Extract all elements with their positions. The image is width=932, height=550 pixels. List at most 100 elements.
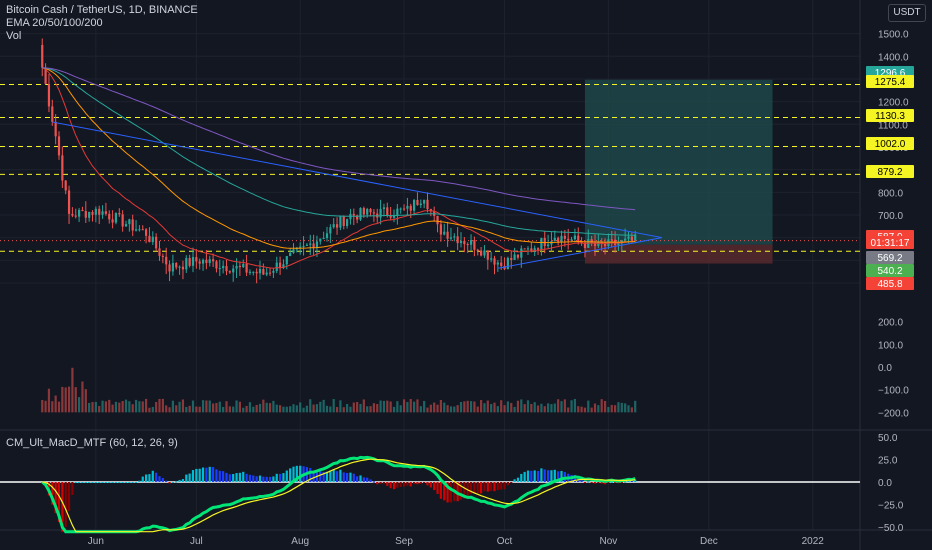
macd-histogram-bar [486, 482, 489, 492]
candle-body [332, 224, 335, 228]
volume-bar [563, 399, 566, 413]
volume-bar [614, 405, 617, 413]
candle-body [446, 231, 449, 239]
candle-body [516, 254, 520, 258]
candle-body [493, 258, 496, 265]
volume-bar [510, 402, 513, 413]
price-level-tag-label: 01:31:17 [871, 238, 910, 249]
candle-body [356, 215, 359, 220]
volume-bar [71, 367, 74, 413]
macd-histogram-bar [433, 482, 436, 491]
volume-bar [557, 399, 560, 413]
macd-histogram-bar [232, 474, 235, 482]
candle-body [339, 216, 342, 228]
volume-bar [292, 404, 295, 413]
candle-body [74, 215, 77, 217]
macd-histogram-bar [603, 482, 607, 485]
volume-bar [577, 406, 580, 413]
volume-bar [369, 406, 372, 413]
volume-bar [486, 400, 489, 413]
macd-histogram-bar [235, 473, 238, 482]
symbol-title[interactable]: Bitcoin Cash / TetherUS, 1D, BINANCE [6, 4, 198, 16]
volume-bar [526, 400, 530, 413]
candle-body [443, 231, 446, 235]
volume-bar [218, 401, 221, 413]
volume-bar [600, 399, 603, 413]
macd-histogram-bar [148, 474, 151, 482]
macd-histogram-bar [165, 480, 168, 482]
candle-body [98, 208, 101, 215]
vol-legend[interactable]: Vol [6, 30, 22, 42]
volume-bar [433, 402, 436, 413]
price-level-tag-label: 485.8 [877, 279, 902, 290]
candle-body [473, 240, 476, 250]
volume-bar [319, 401, 322, 413]
macd-histogram-bar [258, 475, 262, 482]
candle-body [41, 44, 44, 68]
macd-histogram-bar [78, 482, 81, 483]
macd-histogram-bar [557, 471, 560, 482]
time-tick-label: Dec [700, 536, 718, 547]
volume-bar [145, 398, 148, 413]
volume-bar [500, 400, 503, 413]
macd-histogram-bar [480, 482, 483, 494]
volume-bar [624, 403, 627, 413]
macd-legend[interactable]: CM_Ult_MacD_MTF (60, 12, 26, 9) [6, 437, 178, 449]
candle-body [171, 262, 174, 272]
macd-histogram-bar [289, 468, 292, 482]
candle-body [94, 208, 97, 215]
candle-body [416, 199, 419, 206]
candle-body [536, 248, 540, 250]
volume-bar [305, 405, 308, 413]
macd-histogram-bar [369, 479, 372, 482]
macd-histogram-bar [352, 473, 355, 482]
candle-body [580, 241, 583, 244]
candle-body [630, 236, 633, 241]
stop-zone [584, 244, 773, 264]
macd-histogram-bar [121, 482, 124, 483]
volume-bar [312, 404, 315, 413]
candle-body [406, 205, 409, 209]
macd-histogram-bar [463, 482, 466, 499]
macd-histogram-bar [128, 482, 131, 483]
macd-histogram-bar [459, 482, 463, 500]
volume-bar [382, 400, 386, 413]
volume-bar [329, 406, 332, 413]
macd-histogram-bar [547, 470, 550, 482]
candle-body [289, 252, 292, 257]
volume-bar [359, 403, 362, 413]
macd-histogram-bar [342, 472, 345, 482]
volume-bar [483, 403, 486, 413]
macd-histogram-bar [630, 480, 633, 482]
volume-bar [583, 407, 587, 413]
candle-body [71, 213, 74, 216]
macd-histogram-bar [155, 472, 158, 482]
macd-histogram-bar [118, 482, 121, 483]
ema-legend[interactable]: EMA 20/50/100/200 [6, 17, 103, 29]
volume-bar [228, 406, 231, 413]
candle-body [141, 229, 144, 231]
candle-body [222, 265, 225, 269]
volume-bar [64, 387, 67, 413]
macd-histogram-bar [503, 482, 506, 490]
macd-histogram-bar [242, 471, 245, 482]
candle-body [402, 208, 406, 210]
macd-histogram-bar [175, 481, 178, 483]
candle-body [57, 136, 61, 156]
volume-bar [289, 406, 292, 413]
volume-bar [141, 401, 144, 413]
volume-bar [279, 405, 282, 413]
candle-body [573, 235, 576, 240]
macd-histogram-bar [275, 473, 278, 482]
candle-body [312, 243, 315, 248]
candle-body [245, 263, 248, 273]
volume-bar [490, 404, 493, 413]
volume-bar [386, 400, 389, 413]
currency-selector[interactable]: USDT [888, 4, 926, 22]
candle-body [389, 214, 392, 218]
volume-bar [496, 406, 499, 413]
volume-bar [453, 406, 456, 413]
macd-histogram-bar [285, 470, 288, 482]
volume-bar [285, 406, 288, 413]
